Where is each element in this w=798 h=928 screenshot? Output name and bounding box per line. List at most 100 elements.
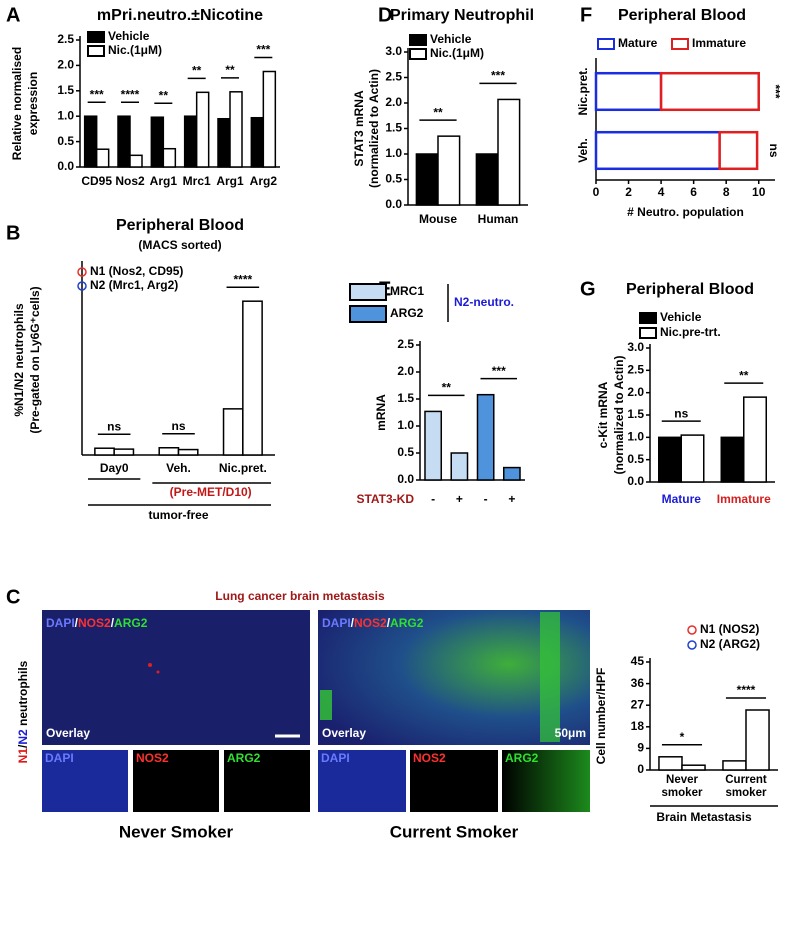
y-tick-label: 1.0 [397,418,414,432]
legend-note: N2-neutro. [454,295,514,309]
bar [502,466,521,481]
y-tick-label: 0.5 [397,445,414,459]
legend-label: Nic.(1μM) [108,43,162,57]
y-tick-label: 0.0 [57,159,74,173]
bar [95,148,110,168]
legend-marker [687,625,697,635]
bar [437,135,461,206]
micrograph-overlay [42,610,310,745]
x-tick-label: 8 [723,185,730,199]
bar [743,396,767,483]
bar [83,115,98,168]
channel-label: NOS2 [413,751,446,765]
stain-part: ARG2 [390,616,424,630]
y-axis-sublabel: (Pre-gated on Ly6G⁺cells) [28,286,42,433]
x-tick-label: Arg1 [150,174,178,188]
y-tick-label: 0.5 [57,134,74,148]
bar [195,91,210,168]
y-tick-label: 3.0 [385,44,402,58]
legend-label: N1 (NOS2) [700,622,759,636]
legend-marker [77,281,87,291]
bar [680,434,705,483]
micrograph-channel [224,750,310,812]
x-tick-label: - [484,492,488,506]
bar [681,764,706,771]
stat-label: STAT3-KD [356,492,414,506]
bar-segment [594,130,721,171]
x-axis-label: Brain Metastasis [656,810,752,824]
legend-swatch [87,31,105,43]
bar [117,115,131,168]
legend-label: Vehicle [108,29,150,43]
channel-label: ARG2 [505,751,539,765]
y-tick-label: 2.0 [385,95,402,109]
y-tick-label: 0.0 [385,197,402,211]
row-label: N1/N2 neutrophils [16,660,30,763]
bar [229,91,243,168]
y-tick-label: 1.0 [57,108,74,122]
channel-label: NOS2 [136,751,169,765]
significance-label: * [680,730,685,744]
x-tick-label: Human [478,212,519,226]
stain-part: DAPI [46,616,75,630]
x-tick-label: 6 [690,185,697,199]
scale-bar-label: 50μm [555,726,586,740]
x-tick-label: 4 [658,185,665,199]
y-axis-label: STAT3 mRNA [352,90,366,167]
y-tick-label: 0.5 [385,172,402,186]
legend-swatch [349,305,387,323]
bar [658,436,682,483]
y-tick-label: 2.5 [385,70,402,84]
legend-swatch [639,327,657,339]
chart-title: Primary Neutrophil [390,7,534,24]
y-tick-label: 2.0 [397,364,414,378]
bar [113,448,135,456]
legend-label: Immature [692,36,746,50]
legend-label: N2 (ARG2) [700,637,760,651]
y-axis-label: Cell number/HPF [594,668,608,765]
y-tick-label: 1.0 [627,430,644,444]
stain-part: ARG2 [114,616,148,630]
micrograph-channel [133,750,219,812]
bar-segment [659,71,760,112]
x-tick-label: 0 [593,185,600,199]
x-tick-label: Immature [717,492,771,506]
significance-label: *** [492,364,506,378]
x-tick-label: CD95 [81,174,112,188]
y-tick-label: 2.5 [627,363,644,377]
panel-label: D [378,4,392,26]
chart-title: Peripheral Blood [618,7,746,24]
x-tick-label: Current smoker [725,774,767,799]
x-tick-label: Arg1 [216,174,244,188]
nos2-spot [156,670,160,674]
significance-label: ns [767,143,781,157]
stain-part: / [75,616,79,630]
bar [262,70,277,168]
stain-part: / [387,616,391,630]
x-tick-label-box: Current smoker [725,774,767,799]
y-tick-label: Nic.pret. [576,67,590,115]
panel-label: F [580,4,592,26]
y-tick-label: 0 [637,762,644,776]
stain-label: DAPI/NOS2/ARG2 [46,616,148,630]
bar [158,447,180,456]
significance-label: ** [442,381,452,395]
y-tick-label: 1.0 [385,146,402,160]
significance-label: ** [225,63,235,77]
x-tick-label: + [508,492,515,506]
significance-label: *** [769,84,783,98]
x-tick-label: 2 [625,185,632,199]
channel-label: ARG2 [227,751,261,765]
bar [222,408,244,456]
y-axis-label: expression [26,72,40,135]
x-tick-label: - [431,492,435,506]
legend-swatch [409,34,427,46]
legend-swatch [349,283,387,301]
bar [94,447,115,456]
bar [722,760,747,771]
panel-label: A [6,4,20,26]
y-tick-label: 2.5 [397,337,414,351]
significance-label: **** [121,87,140,101]
significance-label: ** [739,368,749,382]
panel-label: C [6,586,20,608]
